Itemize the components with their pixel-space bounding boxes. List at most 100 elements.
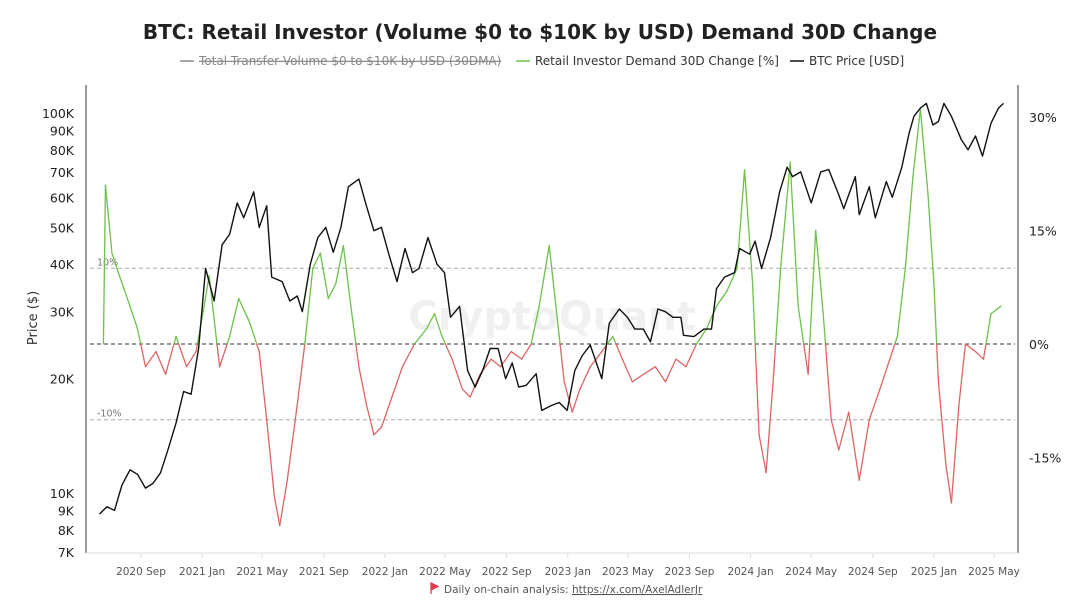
demand-segment <box>606 335 614 345</box>
demand-segment <box>958 343 967 406</box>
x-tick-label: 2020 Sep <box>116 566 166 578</box>
demand-segment <box>401 343 416 368</box>
demand-segment <box>822 313 827 345</box>
demand-segment <box>136 328 142 345</box>
demand-segment <box>413 328 428 345</box>
demand-segment <box>355 343 360 368</box>
demand-segment <box>904 176 914 269</box>
demand-segment <box>312 252 321 269</box>
svg-text:Daily on-chain analysis: https: Daily on-chain analysis: https://x.com/A… <box>444 584 703 596</box>
demand-segment <box>195 343 199 353</box>
demand-segment <box>559 343 565 383</box>
x-tick-label: 2023 Sep <box>665 566 715 578</box>
demand-segment <box>571 388 581 413</box>
demand-segment <box>118 275 131 307</box>
demand-segment <box>144 350 157 368</box>
demand-segment <box>273 494 281 527</box>
demand-segment <box>248 320 258 345</box>
demand-segment <box>664 358 677 383</box>
demand-segment <box>226 335 231 345</box>
demand-segment <box>350 305 357 345</box>
demand-segment <box>797 305 805 345</box>
demand-segment <box>229 297 240 338</box>
footer-link[interactable]: https://x.com/AxelAdlerJr <box>572 584 703 596</box>
demand-segment <box>743 169 754 285</box>
legend: Total Transfer Volume $0 to $10K by USD … <box>180 54 904 68</box>
legend-item[interactable]: Retail Investor Demand 30D Change [%] <box>535 54 779 68</box>
x-tick-label: 2023 May <box>602 566 654 578</box>
demand-segment <box>256 343 260 353</box>
demand-segment <box>175 335 180 345</box>
y-left-tick-label: 80K <box>50 143 75 158</box>
demand-segment <box>335 244 345 285</box>
demand-segment <box>824 343 832 421</box>
demand-segment <box>510 350 523 360</box>
demand-segment <box>848 411 860 481</box>
demand-segment <box>985 313 992 345</box>
demand-segment <box>216 343 221 368</box>
demand-segment <box>342 244 352 307</box>
demand-segment <box>685 343 698 368</box>
demand-segment <box>964 343 977 353</box>
demand-segment <box>490 358 502 368</box>
demand-segment <box>155 350 167 375</box>
reference-line-label: 10% <box>97 257 118 268</box>
demand-segment <box>538 244 550 307</box>
demand-segment <box>789 161 799 307</box>
demand-segment <box>380 396 393 428</box>
x-tick-label: 2024 Jan <box>727 566 773 578</box>
legend-item[interactable]: Total Transfer Volume $0 to $10K by USD … <box>198 54 501 68</box>
demand-segment <box>654 366 667 383</box>
demand-segment <box>185 350 197 368</box>
demand-segment <box>296 343 306 406</box>
y-left-tick-label: 70K <box>50 165 75 180</box>
y-left-tick-label: 8K <box>58 523 75 538</box>
demand-segment <box>589 350 603 368</box>
demand-segment <box>615 343 623 360</box>
demand-segment <box>327 282 337 300</box>
x-tick-label: 2024 Sep <box>848 566 898 578</box>
demand-segment <box>433 313 443 338</box>
demand-segment <box>140 343 147 368</box>
y-left-tick-label: 100K <box>42 106 75 121</box>
demand-segment <box>896 267 906 338</box>
demand-segment <box>815 229 824 315</box>
x-tick-label: 2021 May <box>236 566 288 578</box>
demand-segment <box>461 388 471 398</box>
demand-segment <box>758 434 767 474</box>
demand-segment <box>868 388 881 421</box>
demand-segment <box>889 343 896 360</box>
y-left-tick-label: 60K <box>50 190 75 205</box>
demand-segment <box>830 419 840 451</box>
y-left-tick-label: 90K <box>50 123 75 138</box>
demand-segment <box>258 350 268 421</box>
demand-segment <box>621 358 634 383</box>
demand-segment <box>129 305 139 330</box>
demand-segment <box>579 366 591 391</box>
demand-segment <box>974 350 985 360</box>
demand-segment <box>779 161 791 269</box>
demand-segment <box>441 335 447 345</box>
demand-segment <box>104 184 113 254</box>
demand-segment <box>102 184 107 345</box>
x-tick-label: 2022 May <box>419 566 471 578</box>
demand-segment <box>933 282 938 345</box>
demand-segment <box>530 305 540 345</box>
demand-segment <box>754 343 760 436</box>
y-left-tick-label: 10K <box>50 486 75 501</box>
x-tick-label: 2022 Jan <box>362 566 408 578</box>
demand-segment <box>838 411 850 451</box>
demand-segment <box>894 335 898 345</box>
demand-segment <box>631 373 645 383</box>
demand-segment <box>858 419 870 481</box>
demand-segment <box>173 335 177 345</box>
legend-item[interactable]: BTC Price [USD] <box>809 54 904 68</box>
demand-segment <box>990 305 1002 315</box>
demand-segment <box>945 464 953 504</box>
footer-text: Daily on-chain analysis: <box>444 584 572 596</box>
y-left-tick-label: 30K <box>50 305 75 320</box>
demand-segment <box>444 343 453 360</box>
demand-segment <box>178 343 188 368</box>
demand-segment <box>772 343 777 383</box>
